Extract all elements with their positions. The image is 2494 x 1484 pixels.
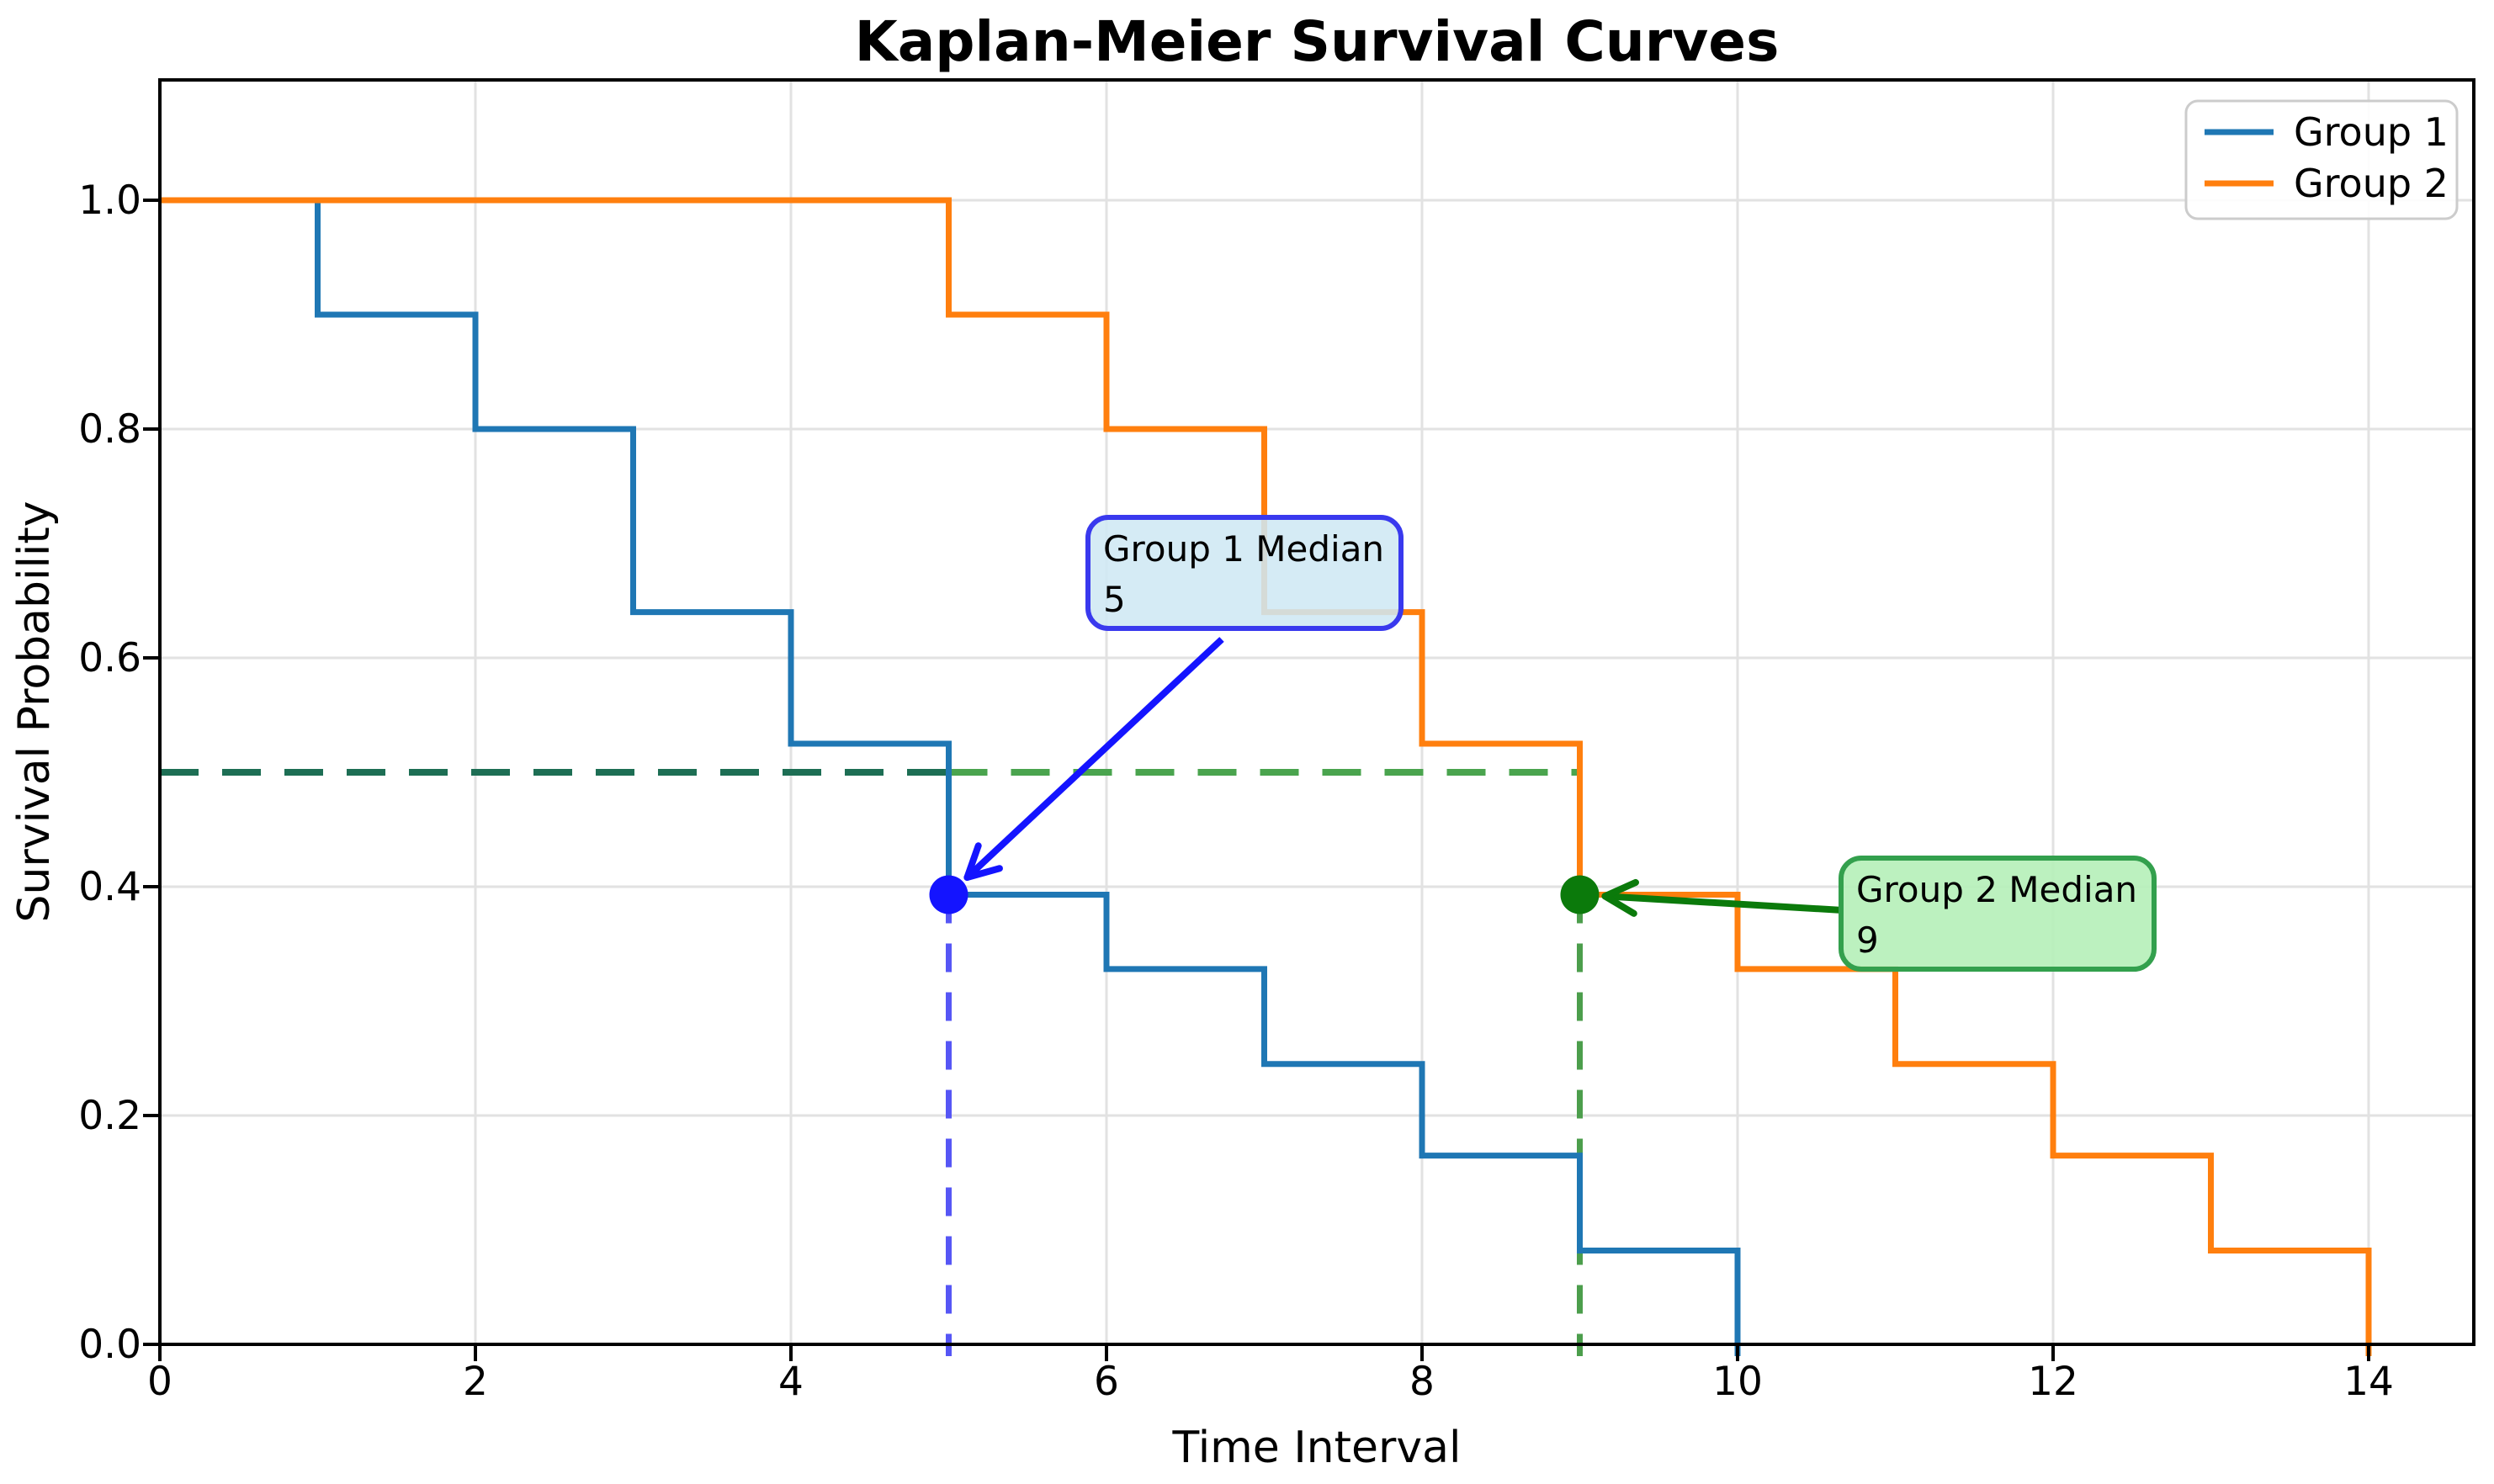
annotation-group2-line1: Group 2 Median bbox=[1856, 869, 2137, 910]
group2-median-arrow-head bbox=[1601, 893, 1637, 917]
x-tick-label: 10 bbox=[1712, 1359, 1763, 1405]
km-step-curve-group2 bbox=[160, 197, 2372, 1356]
group1-median-arrow bbox=[964, 637, 1224, 880]
group2-median-arrow bbox=[1605, 893, 1844, 914]
x-tick-label: 0 bbox=[147, 1359, 172, 1405]
median-dot-group2 bbox=[1560, 875, 1600, 914]
x-tick-label: 12 bbox=[2028, 1359, 2078, 1405]
axes-frame bbox=[158, 78, 2475, 1346]
x-tick-label: 6 bbox=[1094, 1359, 1119, 1405]
y-tick-label: 1.0 bbox=[78, 178, 141, 224]
annotation-group1-box-border bbox=[1085, 515, 1404, 631]
annotation-group2-median: Group 2 Median 9 bbox=[1839, 856, 2157, 972]
median-dot-group1 bbox=[929, 875, 968, 914]
legend-label-group1: Group 1 bbox=[2294, 109, 2449, 155]
x-tick-label: 4 bbox=[778, 1359, 804, 1405]
x-tick-label: 14 bbox=[2343, 1359, 2394, 1405]
y-tick-label: 0.8 bbox=[78, 406, 141, 453]
x-tick-label: 8 bbox=[1409, 1359, 1435, 1405]
annotation-group1-median: Group 1 Median 5 bbox=[1085, 515, 1404, 631]
y-tick-label: 0.0 bbox=[78, 1322, 141, 1368]
annotation-group1-line2: 5 bbox=[1103, 579, 1126, 620]
group1-median-arrow-head bbox=[963, 865, 1003, 882]
x-axis-label: Time Interval bbox=[1172, 1423, 1462, 1473]
legend-label-group2: Group 2 bbox=[2294, 161, 2449, 206]
group2-median-arrow-head bbox=[1601, 878, 1639, 900]
group1-median-arrow-head bbox=[963, 842, 982, 882]
annotation-group2-line2: 9 bbox=[1856, 920, 1879, 961]
y-axis-label: Survival Probability bbox=[9, 501, 60, 922]
annotation-group1-line1: Group 1 Median bbox=[1103, 528, 1384, 570]
annotation-group2-box-border bbox=[1839, 856, 2157, 972]
annotation-group1-box bbox=[1088, 517, 1401, 628]
legend: Group 1 Group 2 bbox=[2184, 99, 2459, 220]
chart-title: Kaplan-Meier Survival Curves bbox=[855, 9, 1780, 74]
x-tick-label: 2 bbox=[463, 1359, 488, 1405]
y-tick-label: 0.4 bbox=[78, 864, 141, 910]
y-tick-label: 0.6 bbox=[78, 635, 141, 681]
plot-area: 0 2 4 6 8 10 12 14 0.0 0.2 0.4 0.6 0.8 1.0 bbox=[78, 80, 2474, 1405]
km-step-curve-group1 bbox=[160, 197, 1741, 1356]
y-tick-label: 0.2 bbox=[78, 1093, 141, 1139]
annotation-group2-box bbox=[1841, 858, 2154, 969]
